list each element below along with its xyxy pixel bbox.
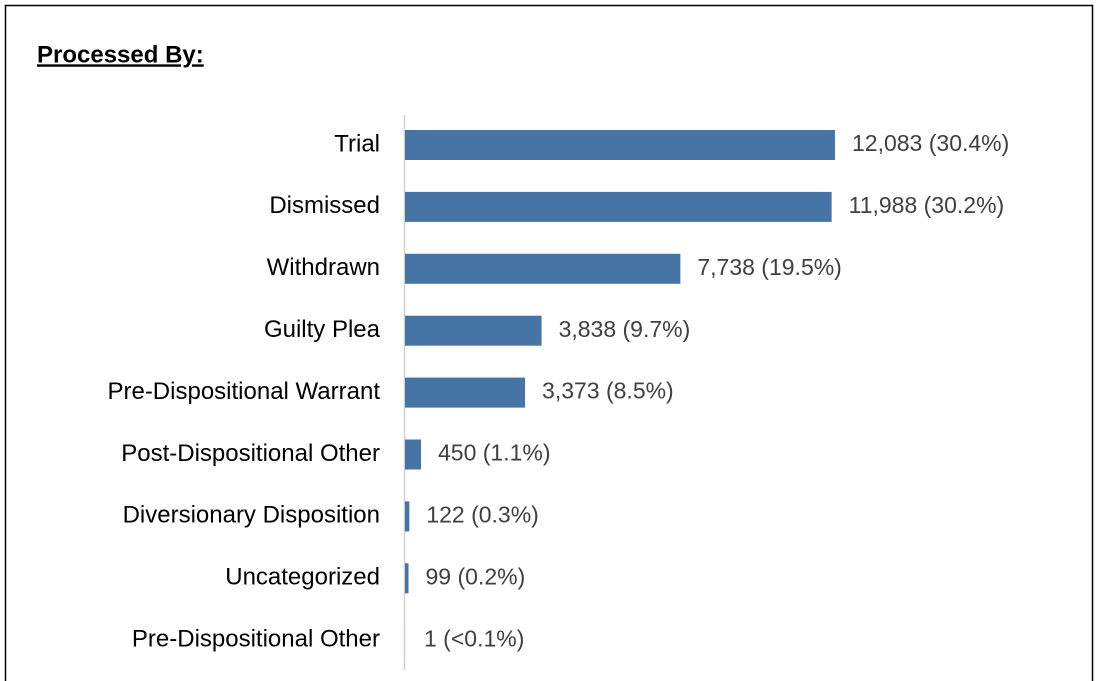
- category-label: Post-Dispositional Other: [121, 440, 380, 467]
- data-label: 3,373 (8.5%): [542, 378, 674, 404]
- category-label: Guilty Plea: [264, 316, 381, 343]
- category-label: Pre-Dispositional Warrant: [107, 378, 380, 405]
- bar: [405, 130, 835, 160]
- data-label: 12,083 (30.4%): [852, 130, 1009, 156]
- bar: [405, 191, 832, 222]
- category-label: Trial: [334, 130, 380, 157]
- category-label: Withdrawn: [267, 254, 380, 281]
- data-label: 7,738 (19.5%): [697, 254, 841, 280]
- frame: [4, 4, 1094, 681]
- bar: [405, 439, 422, 470]
- chart-title: Processed By:: [37, 41, 204, 68]
- data-label: 3,838 (9.7%): [559, 316, 691, 342]
- bar: [405, 253, 681, 284]
- data-label: 450 (1.1%): [438, 440, 551, 466]
- bar: [405, 501, 410, 532]
- category-label: Pre-Dispositional Other: [132, 626, 380, 653]
- data-label: 1 (<0.1%): [424, 625, 524, 651]
- bar: [405, 315, 542, 346]
- bar: [405, 377, 526, 408]
- bar: [405, 563, 409, 594]
- data-label: 99 (0.2%): [426, 563, 526, 589]
- category-label: Diversionary Disposition: [123, 502, 380, 529]
- data-label: 11,988 (30.2%): [849, 192, 1005, 218]
- category-label: Dismissed: [269, 192, 380, 219]
- data-label: 122 (0.3%): [426, 501, 539, 527]
- category-label: Uncategorized: [225, 564, 380, 591]
